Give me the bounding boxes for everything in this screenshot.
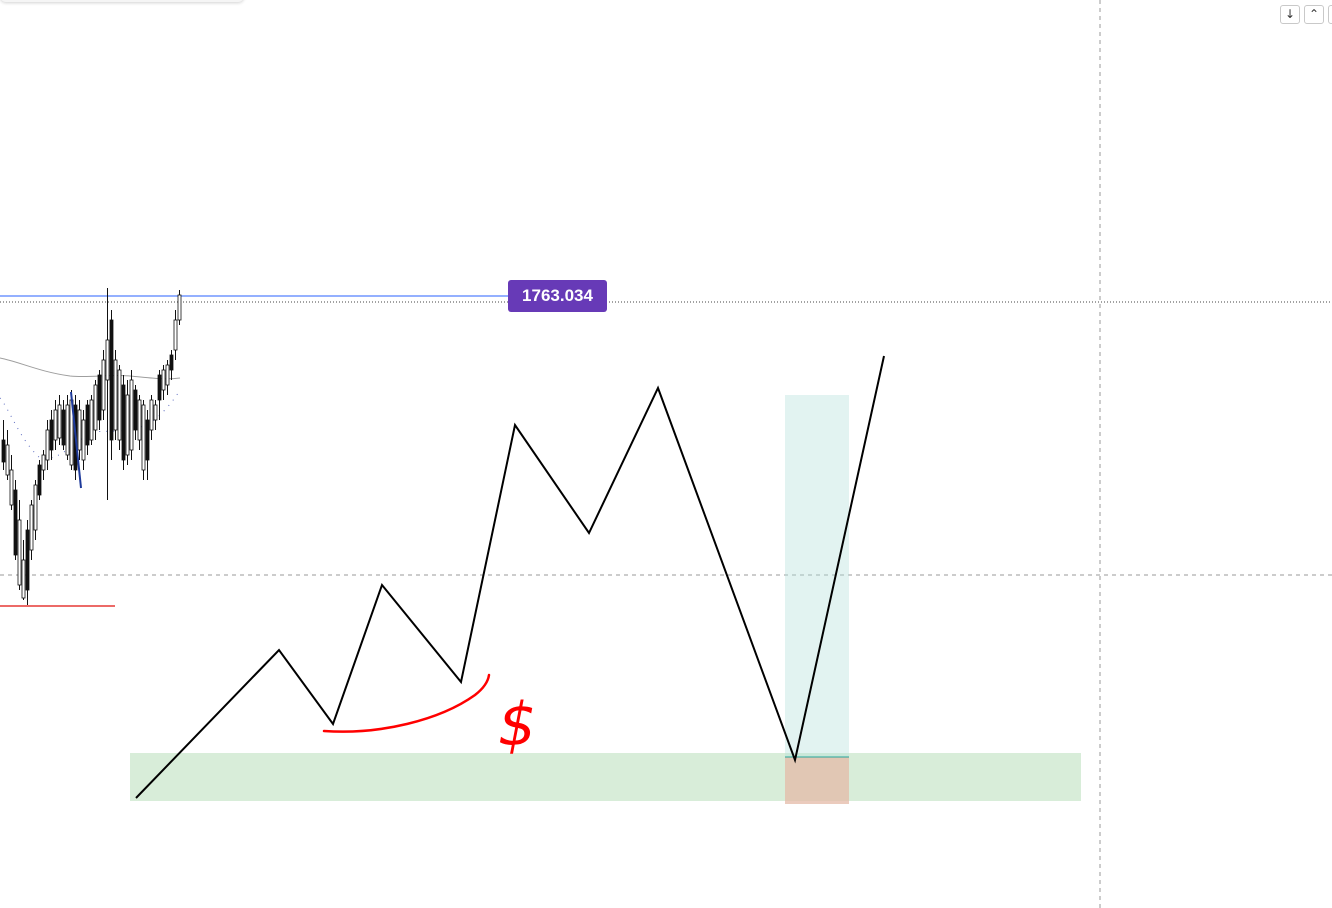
candle-body [125, 394, 130, 456]
collapse-panel-button[interactable]: ⌃ [1304, 5, 1324, 24]
zigzag-pattern-line[interactable] [135, 355, 885, 799]
trend-segment-line[interactable] [70, 391, 82, 489]
target-zone-rectangle[interactable] [785, 395, 849, 757]
candle-body [97, 374, 102, 421]
candle-body [109, 319, 114, 441]
top-toolbar-tab[interactable] [0, 0, 244, 2]
candle-body [149, 399, 154, 431]
candle-body [157, 374, 162, 401]
candle-body [81, 419, 86, 461]
candle-body [93, 384, 98, 431]
moving-average-line [0, 357, 181, 380]
candle-body [17, 519, 22, 586]
candle-body [89, 399, 94, 441]
candle-body [33, 484, 38, 531]
candle-body [101, 359, 106, 411]
price-label[interactable]: 1763.034 [508, 280, 607, 312]
support-zone-rectangle[interactable] [130, 753, 1081, 801]
candle-body [13, 489, 18, 556]
arrow-down-icon: ↓ [1284, 7, 1296, 21]
candle-body [169, 354, 174, 371]
candle-body [49, 419, 54, 451]
candle-body [137, 399, 142, 441]
candle-body [41, 454, 46, 471]
candle-body [177, 294, 182, 321]
candle-body [21, 559, 26, 599]
candle-body [77, 409, 82, 451]
candle-body [45, 429, 50, 461]
chevron-collapse-icon: ⌃ [1308, 7, 1320, 21]
more-controls-button[interactable] [1328, 5, 1332, 24]
candle-body [85, 404, 90, 446]
candle-body [65, 404, 70, 456]
candle-body [173, 319, 178, 351]
candle-body [5, 444, 10, 476]
dollar-sign-annotation[interactable]: $ [498, 690, 536, 760]
candle-body [121, 384, 126, 461]
candle-body [129, 379, 134, 451]
candle-body [133, 389, 138, 431]
candle-body [37, 464, 42, 496]
candle-body [145, 419, 150, 461]
candle-body [141, 404, 146, 471]
candle-body [117, 369, 122, 441]
candle-body [53, 409, 58, 441]
candle-body [113, 359, 118, 431]
candle-body [1, 439, 6, 463]
candle-body [57, 404, 62, 439]
candle-body [105, 339, 110, 381]
scroll-to-latest-button[interactable]: ↓ [1280, 5, 1300, 24]
candle-body [165, 364, 170, 386]
candle-body [9, 469, 14, 506]
candle-body [25, 529, 30, 591]
stop-zone-rectangle[interactable] [785, 757, 849, 804]
candle-body [29, 504, 34, 551]
liquidity-curve-drawing[interactable] [322, 673, 491, 733]
candle-body [61, 409, 66, 446]
candle-body [153, 404, 158, 421]
candle-body [161, 369, 166, 391]
candlestick-series[interactable] [1, 288, 182, 605]
